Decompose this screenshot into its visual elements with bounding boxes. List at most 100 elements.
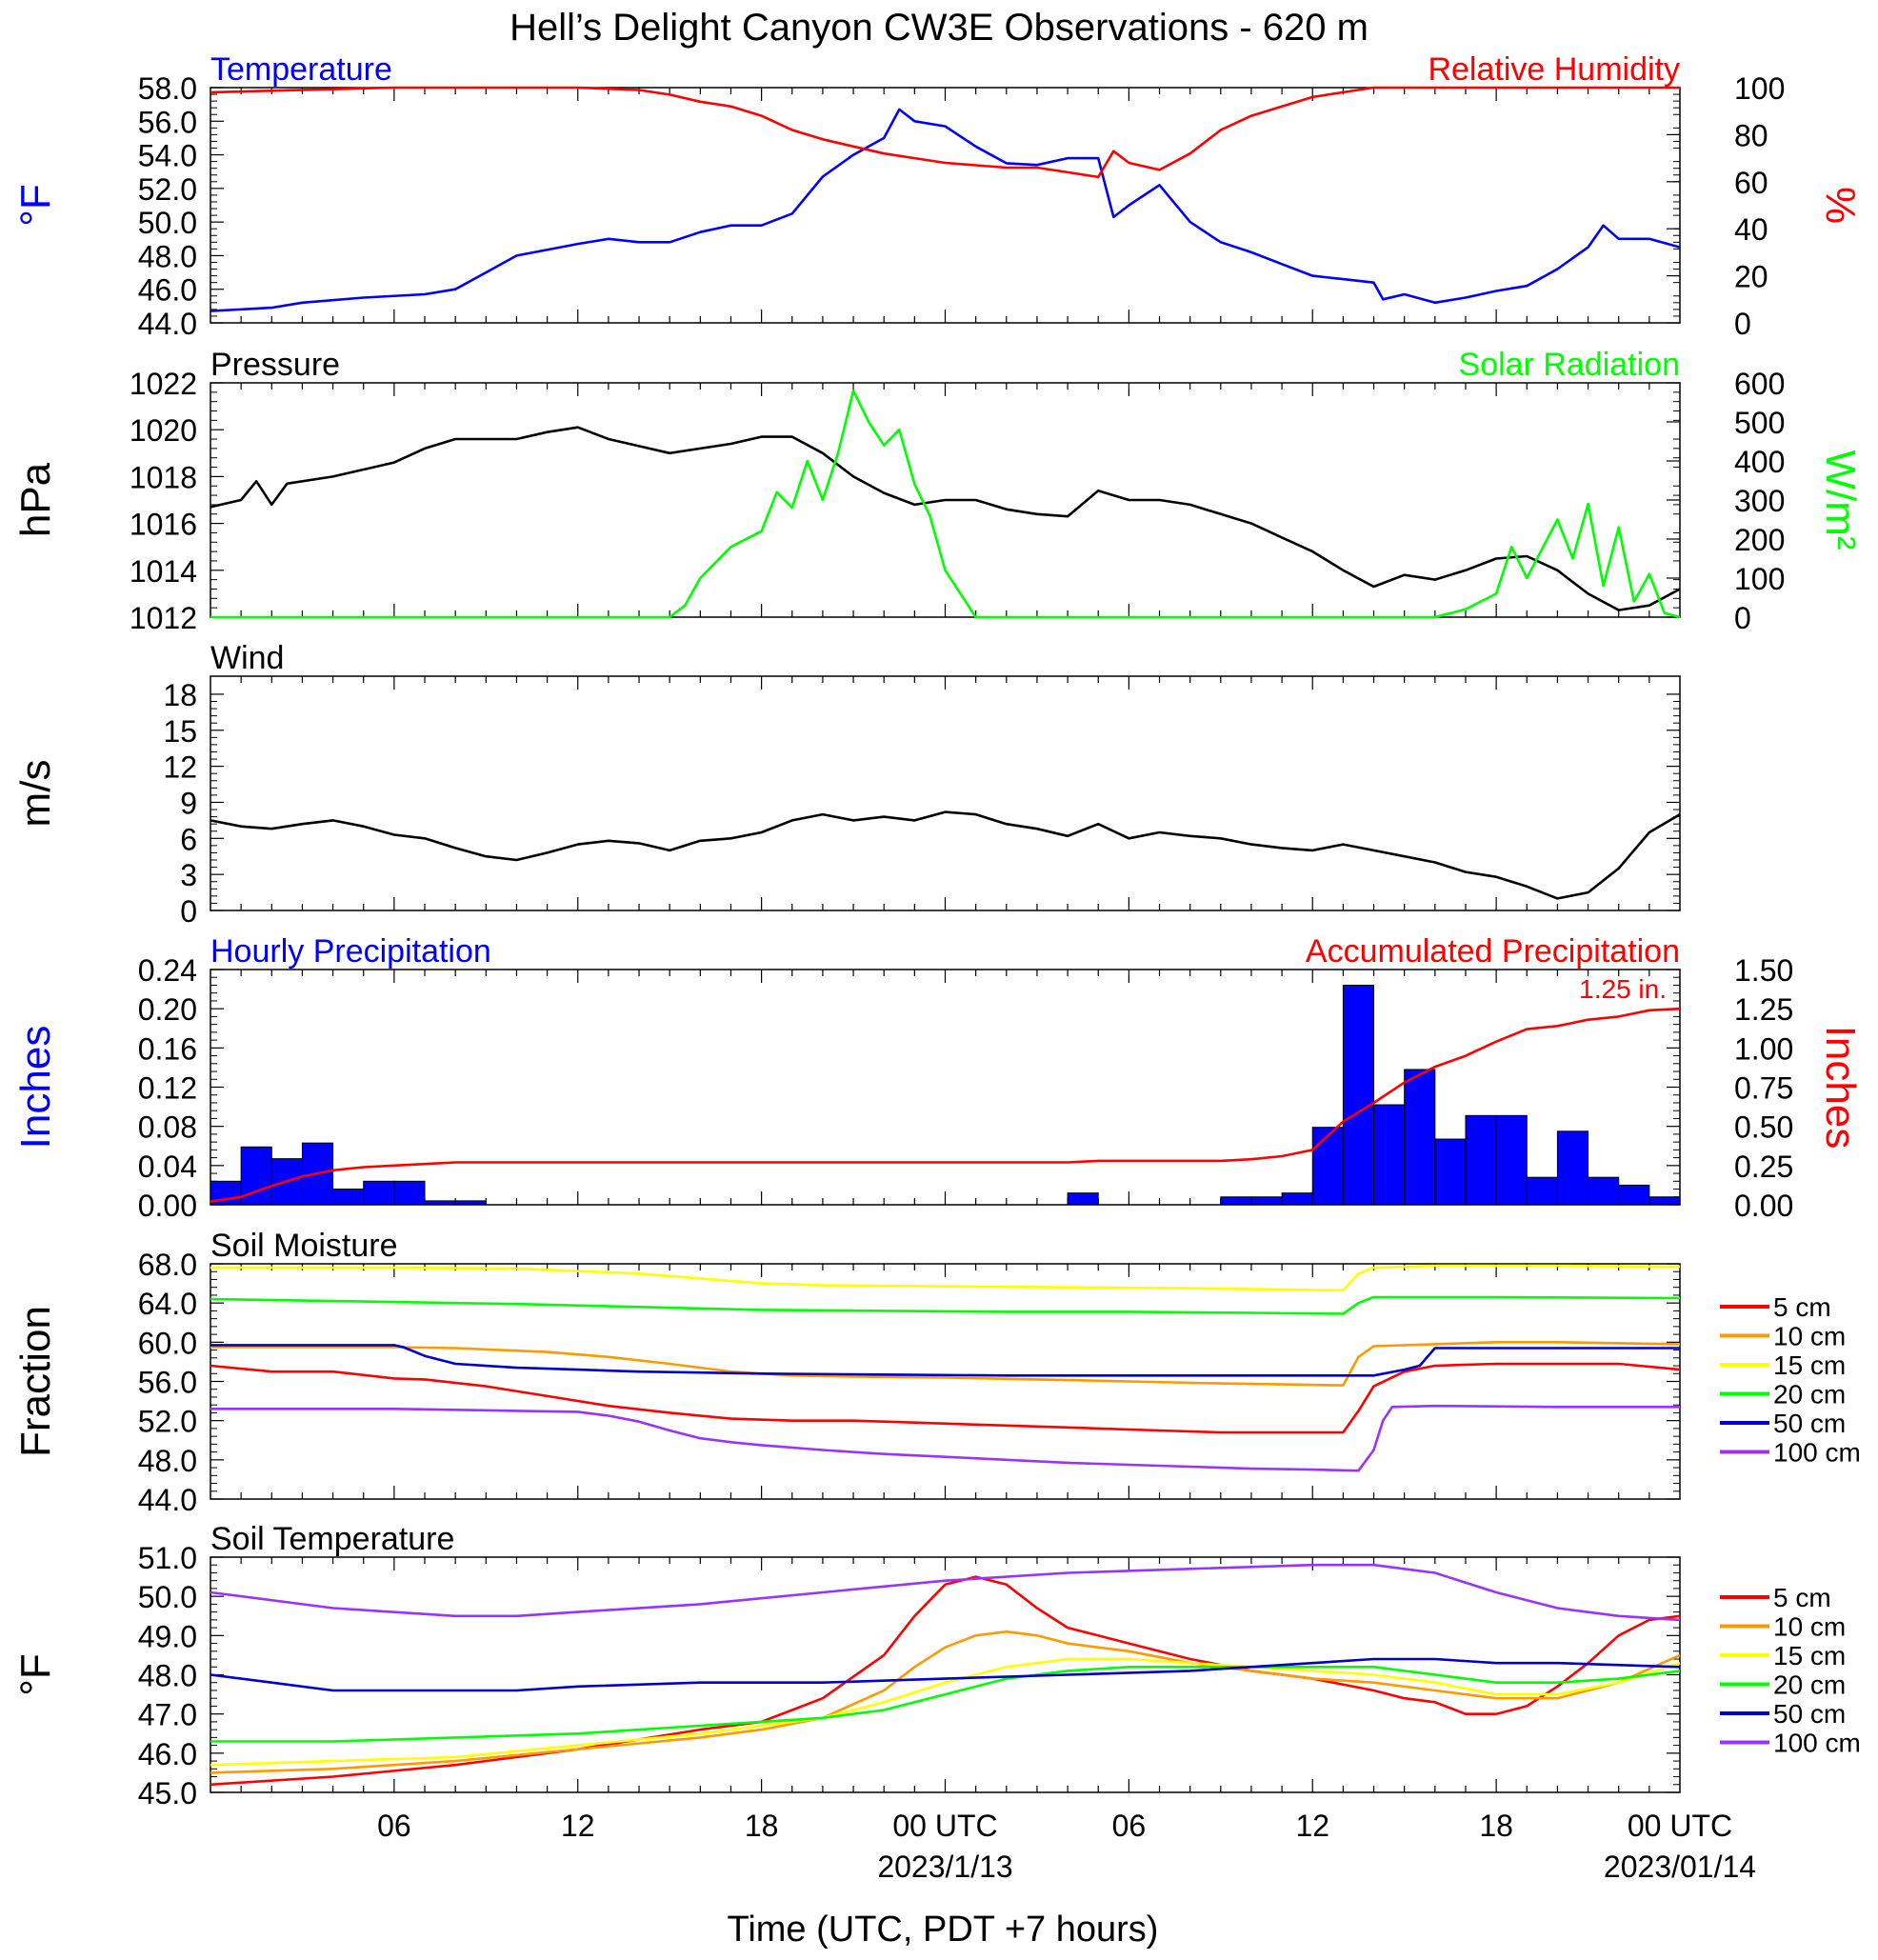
- y-tick-label: 18: [163, 678, 197, 712]
- precip-bar: [1526, 1176, 1558, 1206]
- y-axis-label: m/s: [12, 760, 59, 828]
- y-tick-label: 46.0: [138, 273, 197, 308]
- y2-tick-label: 0.25: [1734, 1150, 1793, 1184]
- y2-tick-label: 1.25: [1734, 992, 1793, 1027]
- x-tick-label: 00 UTC: [892, 1809, 997, 1843]
- y-tick-label: 54.0: [138, 139, 197, 173]
- series-line: [210, 810, 1681, 900]
- y2-axis-label: Inches: [1817, 1026, 1864, 1150]
- series-line: [210, 86, 1680, 179]
- y-tick-label: 1022: [130, 367, 197, 401]
- panel-title-left: Soil Temperature: [210, 1521, 454, 1557]
- x-tick-label: 06: [377, 1809, 411, 1843]
- x-date-label: 2023/1/13: [877, 1850, 1012, 1884]
- series-line: [210, 108, 1681, 312]
- x-axis-label: Time (UTC, PDT +7 hours): [728, 1910, 1159, 1950]
- panel-title-right: Solar Radiation: [1459, 347, 1680, 383]
- y-tick-label: 1018: [130, 460, 197, 494]
- panel-title-left: Soil Moisture: [210, 1228, 398, 1264]
- y2-tick-label: 0.00: [1734, 1189, 1793, 1223]
- y2-tick-label: 0: [1734, 601, 1751, 635]
- series-line: [210, 426, 1681, 611]
- y-tick-label: 0.24: [138, 953, 197, 988]
- panel-pressure_solar: 1012 1014 1016 1018 1020 1022 0 100 200 300 400 500…: [12, 347, 1864, 635]
- y-tick-label: 1012: [130, 601, 197, 635]
- series-line: [210, 1341, 1681, 1387]
- legend-label: 15 cm: [1773, 1350, 1846, 1380]
- x-tick-label: 12: [561, 1809, 595, 1843]
- y-tick-label: 0.00: [138, 1189, 197, 1223]
- precip-bar: [1648, 1196, 1681, 1206]
- y-tick-label: 64.0: [138, 1287, 197, 1321]
- y-tick-label: 12: [163, 750, 197, 785]
- y-tick-label: 0: [180, 894, 197, 929]
- y-tick-label: 58.0: [138, 71, 197, 106]
- precip-bar: [1404, 1069, 1436, 1206]
- panel-soil_moisture: 44.0 48.0 52.0 56.0 60.0 64.0 68.0 Soil Moistur…: [12, 1228, 1861, 1517]
- y-tick-label: 50.0: [138, 206, 197, 240]
- y-tick-label: 50.0: [138, 1580, 197, 1614]
- y2-tick-label: 500: [1734, 406, 1785, 440]
- y-axis-label: Fraction: [12, 1306, 59, 1457]
- y2-axis-label: %: [1817, 187, 1864, 224]
- y-tick-label: 52.0: [138, 172, 197, 207]
- y-tick-label: 48.0: [138, 239, 197, 273]
- y-tick-label: 0.20: [138, 992, 197, 1027]
- y2-tick-label: 1.50: [1734, 953, 1793, 988]
- series-line: [210, 1344, 1680, 1377]
- y-tick-label: 1014: [130, 554, 197, 589]
- precip-bar: [393, 1180, 426, 1206]
- precip-bar: [1342, 984, 1375, 1206]
- y2-tick-label: 600: [1734, 367, 1785, 401]
- series-line: [210, 1657, 1681, 1692]
- precip-bar: [424, 1200, 456, 1206]
- series-line: [210, 1666, 1681, 1743]
- y-tick-label: 15: [163, 714, 197, 749]
- panel-title-left: Pressure: [210, 347, 340, 383]
- legend-label: 20 cm: [1773, 1670, 1846, 1700]
- y2-tick-label: 100: [1734, 562, 1785, 596]
- y-axis-label: hPa: [12, 462, 59, 537]
- y2-tick-label: 1.00: [1734, 1031, 1793, 1066]
- y-tick-label: 44.0: [138, 307, 197, 341]
- precip-bar: [1373, 1104, 1406, 1206]
- x-tick-label: 18: [745, 1809, 779, 1843]
- precip-bar: [1588, 1176, 1620, 1206]
- series-line: [210, 1575, 1681, 1787]
- y-tick-label: 44.0: [138, 1483, 197, 1517]
- series-line: [210, 1657, 1681, 1767]
- precip-bar: [1495, 1114, 1528, 1206]
- legend-label: 100 cm: [1773, 1729, 1861, 1758]
- legend-label: 100 cm: [1773, 1438, 1861, 1468]
- precip-bar: [1220, 1196, 1252, 1206]
- series-line: [210, 389, 1681, 619]
- y-tick-label: 47.0: [138, 1698, 197, 1732]
- precip-bar: [332, 1189, 365, 1206]
- y-tick-label: 6: [180, 822, 197, 856]
- series-line: [210, 1563, 1681, 1622]
- legend-label: 5 cm: [1773, 1583, 1831, 1612]
- legend-label: 10 cm: [1773, 1612, 1846, 1642]
- panel-title-left: Temperature: [210, 51, 392, 88]
- y2-tick-label: 200: [1734, 523, 1785, 557]
- panel-temp_rh: 44.046.048.050.052.054.056.058.0 0 20 40 60 8…: [12, 51, 1864, 341]
- series-line: [210, 1264, 1681, 1292]
- y2-tick-label: 100: [1734, 71, 1785, 106]
- precip-bar: [1618, 1184, 1650, 1206]
- precip-bar: [1465, 1114, 1497, 1206]
- y2-axis-label: W/m²: [1817, 450, 1864, 550]
- series-line: [210, 1295, 1681, 1315]
- legend-label: 50 cm: [1773, 1409, 1846, 1438]
- panel-precip: 0.00 0.04 0.08 0.12 0.16 0.20 0.24 0.00 0.25 0.50…: [12, 933, 1864, 1223]
- panel-title-right: Relative Humidity: [1428, 51, 1680, 88]
- y2-tick-label: 40: [1734, 212, 1768, 247]
- series-line: [210, 1362, 1681, 1434]
- y-tick-label: 56.0: [138, 1366, 197, 1400]
- y-axis-label: Inches: [12, 1026, 59, 1150]
- x-tick-label: 00 UTC: [1628, 1809, 1732, 1843]
